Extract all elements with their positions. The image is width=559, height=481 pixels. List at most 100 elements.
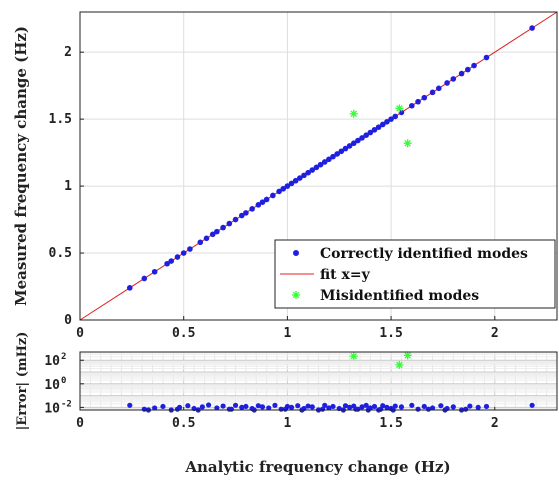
- bottom-correct-point-24: [295, 403, 301, 409]
- top-misidentified-point-2: [403, 139, 412, 148]
- bottom-correct-point-18: [259, 404, 266, 410]
- top-correct-point-62: [483, 54, 490, 61]
- bottom-correct-point-20: [272, 402, 278, 408]
- bottom-correct-point-10: [214, 405, 220, 411]
- top-correct-point-16: [243, 210, 249, 216]
- bottom-misidentified-point-0: [349, 352, 358, 361]
- bottom-correct-point-11: [220, 403, 226, 409]
- top-correct-point-15: [238, 212, 245, 219]
- top-y-tick-label-4: 2: [64, 45, 72, 60]
- top-correct-point-26: [292, 177, 299, 184]
- top-misidentified-point-0: [349, 109, 358, 118]
- bottom-correct-point-62: [228, 406, 234, 412]
- top-correct-point-56: [435, 85, 442, 92]
- top-correct-point-0: [126, 285, 133, 291]
- top-y-tick-label-1: 0.5: [49, 246, 72, 261]
- bottom-correct-point-15: [243, 403, 249, 410]
- top-correct-point-22: [276, 188, 282, 195]
- top-correct-point-30: [309, 167, 316, 173]
- bottom-correct-point-19: [266, 405, 272, 411]
- legend-asterisk-glyph: [292, 291, 300, 299]
- top-correct-point-59: [458, 70, 465, 77]
- top-correct-point-34: [326, 156, 332, 163]
- top-correct-point-61: [471, 62, 477, 69]
- bottom-x-tick-label-2: 1: [283, 416, 291, 431]
- top-x-tick-label-1: 0.5: [172, 326, 195, 341]
- bottom-misidentified-point-1: [395, 360, 404, 369]
- bottom-correct-point-74: [463, 406, 469, 412]
- top-correct-point-35: [330, 153, 336, 160]
- bottom-correct-point-38: [363, 402, 369, 408]
- top-correct-point-45: [371, 127, 378, 133]
- top-correct-point-57: [444, 80, 450, 86]
- top-correct-point-20: [263, 196, 270, 203]
- top-correct-point-5: [174, 254, 181, 260]
- top-correct-point-24: [284, 183, 291, 189]
- top-correct-point-47: [379, 121, 386, 128]
- bottom-correct-point-60: [174, 406, 181, 412]
- top-panel: 0 0.5 1 1.5 2 0 0.5 1 1.5 2 Measured frequency ch…: [12, 11, 558, 341]
- top-correct-point-54: [421, 94, 428, 101]
- legend-label-misidentified: Misidentified modes: [320, 288, 479, 304]
- bottom-correct-point-66: [320, 406, 326, 412]
- bottom-correct-point-68: [353, 406, 359, 412]
- top-correct-point-48: [384, 119, 390, 125]
- top-correct-point-38: [342, 145, 349, 152]
- top-correct-point-37: [338, 148, 345, 155]
- top-correct-point-46: [375, 124, 382, 130]
- bottom-correct-point-26: [305, 403, 311, 409]
- top-correct-point-44: [367, 129, 374, 136]
- bottom-correct-point-55: [467, 403, 473, 409]
- bottom-correct-point-46: [398, 404, 405, 410]
- top-correct-point-6: [180, 250, 187, 256]
- top-y-axis-label: Measured frequency change (Hz): [12, 26, 30, 306]
- bottom-correct-point-43: [384, 404, 390, 410]
- top-correct-point-9: [203, 235, 210, 242]
- bottom-correct-point-2: [152, 405, 158, 411]
- top-correct-point-49: [388, 116, 394, 122]
- bottom-correct-point-21: [278, 406, 284, 412]
- top-correct-point-1: [141, 275, 148, 282]
- bottom-y-tick-exponent-2: 2: [61, 352, 66, 362]
- top-misidentified-point-1: [395, 104, 404, 113]
- top-correct-point-19: [259, 199, 266, 205]
- top-correct-point-2: [151, 268, 158, 275]
- legend-label-fit: fit x=y: [320, 267, 371, 283]
- bottom-misidentified-point-2: [403, 351, 412, 360]
- top-correct-point-43: [363, 132, 370, 138]
- bottom-correct-point-30: [326, 405, 332, 411]
- bottom-correct-point-8: [199, 404, 205, 410]
- top-correct-point-27: [297, 175, 303, 181]
- legend-marker-misidentified: [292, 291, 300, 299]
- top-x-tick-label-2: 1: [283, 326, 291, 341]
- bottom-correct-point-33: [342, 403, 349, 409]
- bottom-correct-point-17: [255, 403, 261, 409]
- bottom-correct-point-23: [288, 404, 295, 410]
- bottom-correct-point-31: [330, 403, 336, 410]
- top-correct-point-29: [305, 169, 311, 176]
- bottom-correct-point-0: [127, 402, 133, 408]
- top-correct-point-36: [334, 151, 340, 157]
- top-correct-point-18: [255, 202, 262, 208]
- top-correct-point-4: [168, 258, 175, 264]
- bottom-y-tick-exponent-1: 0: [61, 376, 66, 386]
- bottom-correct-point-9: [205, 402, 212, 408]
- top-correct-point-42: [359, 135, 365, 141]
- bottom-correct-point-72: [425, 406, 432, 412]
- bottom-correct-point-13: [232, 402, 239, 408]
- legend-label-correct: Correctly identified modes: [320, 246, 528, 262]
- bottom-y-axis-label: |Error| (mHz): [15, 332, 30, 431]
- top-correct-point-51: [398, 109, 405, 116]
- bottom-correct-point-58: [529, 402, 535, 408]
- top-correct-point-13: [226, 220, 233, 227]
- legend: Correctly identified modes fit x=y Misid…: [274, 239, 556, 309]
- top-correct-point-23: [280, 185, 287, 192]
- top-correct-point-39: [346, 143, 353, 149]
- bottom-correct-point-57: [483, 403, 490, 410]
- bottom-y-tick-label-2: 10: [44, 354, 60, 369]
- top-correct-point-21: [270, 192, 276, 199]
- x-axis-label: Analytic frequency change (Hz): [184, 458, 450, 476]
- bottom-y-tick-exponent-0: -2: [61, 399, 72, 409]
- top-correct-point-52: [409, 102, 415, 109]
